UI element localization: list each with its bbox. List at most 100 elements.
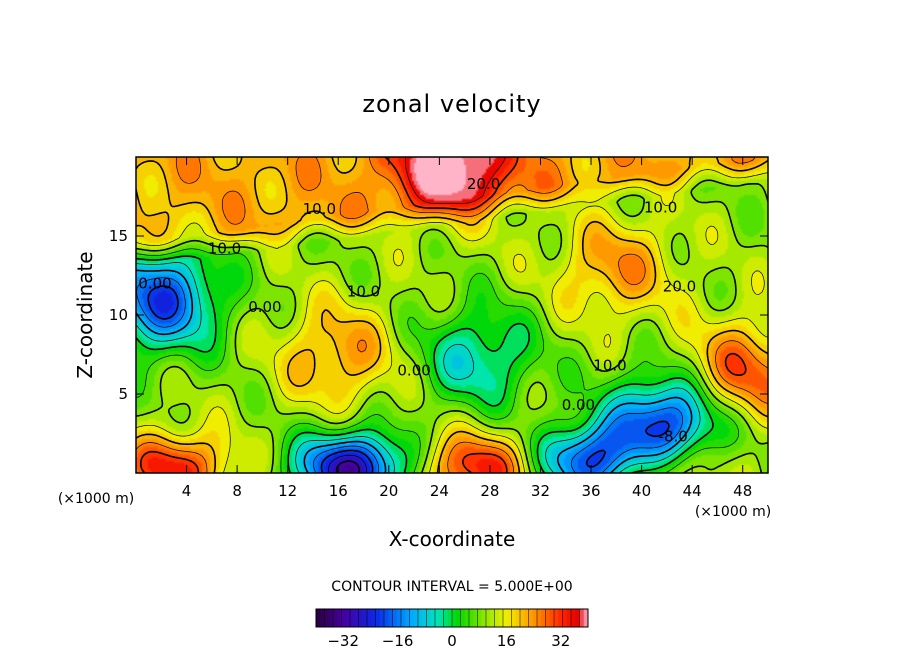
colorbar-tick-label: −16: [382, 632, 414, 650]
colorbar-segment: [566, 609, 572, 627]
colorbar-segment: [575, 609, 580, 627]
colorbar-segment: [452, 609, 457, 627]
y-axis-label: Z-coordinate: [73, 251, 97, 378]
contour-label: 0.00: [397, 361, 430, 379]
contour-line: [136, 262, 701, 473]
colorbar-segment: [367, 609, 372, 627]
x-unit-right: (×1000 m): [695, 504, 771, 520]
colorbar-segment: [537, 609, 542, 627]
contour-label: 0.00: [562, 396, 595, 414]
x-tick-label: 20: [379, 482, 398, 500]
contour-lines: [136, 157, 768, 473]
colorbar-segment: [422, 609, 427, 627]
colorbar-segment: [371, 609, 376, 627]
contour-label: 20.0: [663, 278, 696, 296]
colorbar-segment: [494, 609, 500, 627]
colorbar-segment: [396, 609, 402, 627]
colorbar-segment: [409, 609, 415, 627]
contour-label: 0.00: [248, 298, 281, 316]
contour-line: [136, 269, 693, 473]
colorbar-segment: [430, 609, 436, 627]
contour-label: -8.0: [659, 428, 688, 446]
colorbar-segment: [520, 609, 525, 627]
contour-label: 10.0: [644, 199, 677, 217]
colorbar-segment: [579, 609, 585, 627]
colorbar-segment: [345, 609, 351, 627]
colorbar-segment: [541, 609, 546, 627]
colorbar-segment: [447, 609, 453, 627]
chart-title: zonal velocity: [362, 90, 541, 118]
colorbar-segment: [324, 609, 330, 627]
colorbar-tick-label: −32: [327, 632, 359, 650]
colorbar-segment: [490, 609, 495, 627]
colorbar-segment: [388, 609, 393, 627]
x-tick-label: 44: [683, 482, 702, 500]
colorbar-segment: [498, 609, 504, 627]
contour-line: [136, 157, 768, 473]
colorbar-segment: [469, 609, 474, 627]
colorbar-segment: [549, 609, 555, 627]
colorbar-segment: [418, 609, 423, 627]
colorbar-segment: [333, 609, 338, 627]
colorbar-segment: [511, 609, 517, 627]
colorbar-segment: [486, 609, 491, 627]
y-tick-label: 15: [109, 227, 128, 245]
colorbar-segment: [477, 609, 483, 627]
colorbar: −32 −16 0 16 32: [315, 608, 589, 650]
plot-area: 20.0 10.0 10.0 10.0 0.00 10.0 0.00 20.0 0.00 10.0…: [109, 156, 769, 500]
colorbar-tick-label: 16: [497, 632, 516, 650]
colorbar-segment: [562, 609, 568, 627]
colorbar-segment: [328, 609, 334, 627]
colorbar-segment: [528, 609, 534, 627]
contour-line: [404, 157, 506, 204]
colorbar-segment: [456, 609, 461, 627]
contour-line: [136, 255, 714, 473]
contour-line: [136, 248, 740, 473]
colorbar-segment: [435, 609, 440, 627]
colorbar-segment: [571, 609, 576, 627]
colorbar-segment: [507, 609, 512, 627]
colorbar-segment: [413, 609, 419, 627]
colorbar-segment: [443, 609, 449, 627]
colorbar-segment: [524, 609, 529, 627]
colorbar-segment: [392, 609, 398, 627]
contour-labels: 20.0 10.0 10.0 10.0 0.00 10.0 0.00 20.0 0.00 10.0…: [138, 175, 696, 446]
colorbar-segment: [439, 609, 444, 627]
x-tick-label: 32: [531, 482, 550, 500]
colorbar-segment: [426, 609, 432, 627]
colorbar-segment: [554, 609, 559, 627]
x-axis-label: X-coordinate: [389, 527, 516, 551]
contour-label: 10.0: [303, 200, 336, 218]
colorbar-segment: [350, 609, 355, 627]
x-tick-label: 8: [232, 482, 242, 500]
colorbar-frame: [315, 608, 589, 628]
colorbar-segment: [362, 609, 368, 627]
x-unit-left: (×1000 m): [58, 491, 134, 507]
colorbar-segment: [354, 609, 359, 627]
colorbar-segment: [532, 609, 538, 627]
colorbar-segment: [375, 609, 381, 627]
colorbar-segment: [337, 609, 342, 627]
colorbar-segment: [379, 609, 385, 627]
contour-label: 10.0: [208, 240, 241, 258]
colorbar-segment: [316, 609, 321, 627]
x-tick-label: 28: [480, 482, 499, 500]
x-tick-label: 12: [278, 482, 297, 500]
colorbar-tick-label: 32: [551, 632, 570, 650]
colorbar-segment: [384, 609, 389, 627]
contour-line: [136, 169, 768, 473]
contour-line: [147, 285, 670, 473]
colorbar-segment: [503, 609, 508, 627]
colorbar-segment: [405, 609, 410, 627]
y-tick-label: 5: [118, 385, 128, 403]
colorbar-segment: [320, 609, 325, 627]
contour-label: 20.0: [467, 175, 500, 193]
colorbar-segment: [558, 609, 563, 627]
x-tick-label: 16: [329, 482, 348, 500]
x-tick-label: 4: [182, 482, 192, 500]
colorbar-segment: [460, 609, 466, 627]
x-tick-label: 36: [581, 482, 600, 500]
colorbar-segment: [341, 609, 347, 627]
